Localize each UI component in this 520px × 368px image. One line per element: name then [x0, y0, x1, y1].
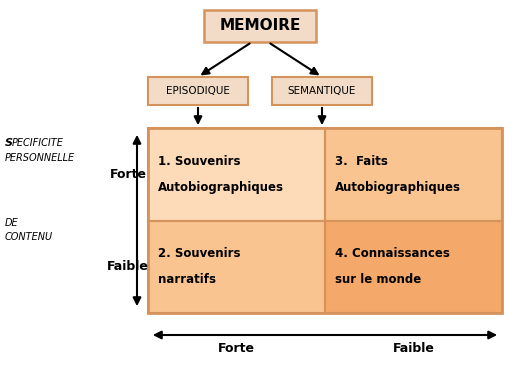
- Text: PERSONNELLE: PERSONNELLE: [5, 153, 75, 163]
- Text: 2. Souvenirs: 2. Souvenirs: [158, 247, 240, 260]
- Bar: [325, 220, 502, 313]
- Bar: [148, 128, 502, 313]
- Text: sur le monde: sur le monde: [335, 273, 421, 286]
- Text: MEMOIRE: MEMOIRE: [219, 18, 301, 33]
- Text: PECIFICITE: PECIFICITE: [12, 138, 64, 148]
- Bar: [325, 128, 502, 220]
- Text: Faible: Faible: [107, 260, 149, 273]
- Bar: [148, 128, 325, 220]
- Bar: [272, 77, 372, 105]
- Text: S: S: [5, 138, 13, 148]
- Text: Forte: Forte: [110, 168, 147, 181]
- Text: CONTENU: CONTENU: [5, 233, 53, 243]
- Text: DE: DE: [5, 217, 19, 227]
- Text: narratifs: narratifs: [158, 273, 216, 286]
- Bar: [148, 77, 248, 105]
- Text: 4. Connaissances: 4. Connaissances: [335, 247, 450, 260]
- Text: SEMANTIQUE: SEMANTIQUE: [288, 86, 356, 96]
- Text: EPISODIQUE: EPISODIQUE: [166, 86, 230, 96]
- Bar: [148, 220, 325, 313]
- Text: 3.  Faits: 3. Faits: [335, 155, 388, 168]
- Text: Forte: Forte: [218, 343, 255, 355]
- Text: Autobiographiques: Autobiographiques: [335, 181, 461, 194]
- Bar: [204, 10, 316, 42]
- Text: 1. Souvenirs: 1. Souvenirs: [158, 155, 240, 168]
- Text: Autobiographiques: Autobiographiques: [158, 181, 284, 194]
- Text: Faible: Faible: [393, 343, 434, 355]
